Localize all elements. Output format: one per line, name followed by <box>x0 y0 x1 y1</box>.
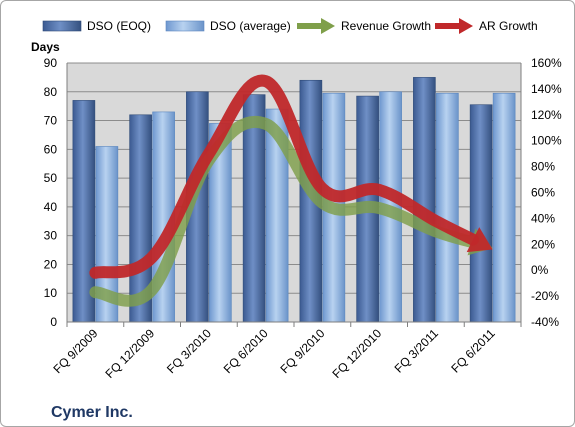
right-tick-label: 0% <box>531 263 549 277</box>
legend-swatch-arrowhead <box>459 18 473 34</box>
bars <box>72 77 516 323</box>
bar-dso-eoq <box>413 77 436 323</box>
left-axis-title: Days <box>31 40 60 54</box>
right-tick-label: 120% <box>531 108 562 122</box>
right-tick-label: 140% <box>531 82 562 96</box>
legend-swatch-bar <box>42 20 82 32</box>
growth-lines <box>89 74 493 307</box>
x-tick-label: FQ 3/2010 <box>164 326 214 376</box>
right-tick-label: -40% <box>531 315 559 329</box>
left-tick-label: 10 <box>44 286 58 300</box>
bar-dso-eoq <box>469 104 493 323</box>
left-tick-label: 20 <box>44 257 58 271</box>
ar-growth-line <box>89 74 479 279</box>
bar-dso-average <box>492 92 516 323</box>
right-tick-label: 60% <box>531 186 555 200</box>
x-tick-label: FQ 12/2010 <box>330 326 385 381</box>
legend-label: AR Growth <box>479 19 538 33</box>
x-tick-label: FQ 6/2010 <box>221 326 271 376</box>
left-tick-label: 40 <box>44 200 58 214</box>
x-tick-label: FQ 12/2009 <box>103 326 158 381</box>
right-tick-label: 80% <box>531 160 555 174</box>
left-tick-label: 60 <box>44 142 58 156</box>
right-tick-label: 40% <box>531 211 555 225</box>
legend: DSO (EOQ) DSO (average) Revenue Growth AR G… <box>42 18 538 34</box>
x-tick-label: FQ 9/2010 <box>278 326 328 376</box>
left-tick-label: 80 <box>44 85 58 99</box>
bar-dso-average <box>436 92 459 323</box>
left-tick-label: 0 <box>50 315 57 329</box>
legend-label: Revenue Growth <box>341 19 431 33</box>
right-tick-label: -20% <box>531 289 559 303</box>
ar-growth-arrowhead <box>466 227 493 253</box>
company-name: Cymer Inc. <box>51 404 133 421</box>
legend-label: DSO (average) <box>210 19 291 33</box>
left-tick-label: 50 <box>44 171 58 185</box>
left-tick-label: 90 <box>44 56 58 70</box>
x-tick-label: FQ 6/2011 <box>448 326 498 376</box>
left-tick-label: 70 <box>44 114 58 128</box>
right-tick-label: 20% <box>531 237 555 251</box>
right-tick-label: 100% <box>531 134 562 148</box>
right-tick-label: 160% <box>531 56 562 70</box>
left-tick-label: 30 <box>44 229 58 243</box>
x-tick-label: FQ 3/2011 <box>392 326 442 376</box>
legend-swatch-bar <box>165 20 205 32</box>
legend-label: DSO (EOQ) <box>87 19 151 33</box>
legend-swatch-arrowhead <box>321 18 335 34</box>
x-tick-label: FQ 9/2009 <box>51 326 101 376</box>
revenue-growth-line <box>89 115 478 307</box>
